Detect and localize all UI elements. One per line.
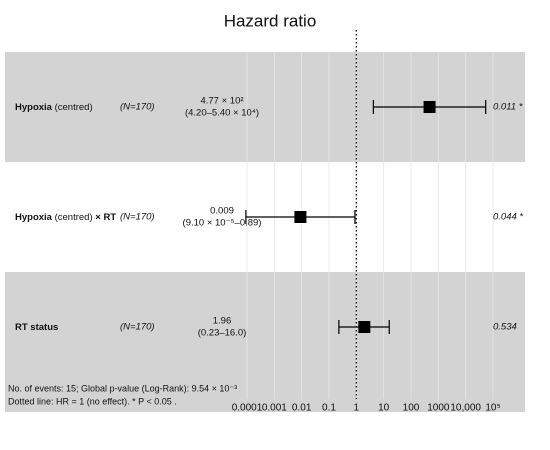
ci-label: (9.10 × 10⁻⁵–0.89) (183, 218, 262, 229)
ci-label: (0.23–16.0) (198, 328, 247, 339)
x-tick-label: 10 (378, 403, 390, 414)
ci-label: (4.20–5.40 × 10⁴) (185, 108, 259, 119)
x-tick-label: 0.1 (322, 403, 336, 414)
x-tick-label: 10,000 (450, 403, 481, 414)
x-tick-label: 0.01 (292, 403, 312, 414)
hr-label: 0.009 (210, 206, 234, 217)
x-tick-label: 0.0001 (232, 403, 263, 414)
label-part: (centred) (52, 212, 95, 223)
x-tick-label: 1000 (427, 403, 450, 414)
n-label: (N=170) (120, 322, 155, 333)
label-part: Hypoxia (15, 212, 53, 223)
x-tick-label: 10⁵ (485, 403, 500, 414)
p-label: 0.044 * (493, 212, 523, 223)
hr-box (358, 321, 371, 333)
footnote: Dotted line: HR = 1 (no effect). * P < 0… (8, 396, 177, 406)
p-label: 0.534 (493, 322, 517, 333)
row-label: Hypoxia (centred) (15, 102, 93, 113)
label-part: × RT (95, 212, 116, 223)
row-label: RT status (15, 322, 58, 333)
n-label: (N=170) (120, 102, 155, 113)
hr-label: 1.96 (213, 316, 232, 327)
hr-label: 4.77 × 10² (200, 96, 243, 107)
footnote: No. of events: 15; Global p-value (Log-R… (8, 383, 237, 393)
x-tick-label: 0.001 (262, 403, 287, 414)
row-label: Hypoxia (centred) × RT (15, 212, 116, 223)
label-part: (centred) (52, 102, 93, 113)
label-part: RT status (15, 322, 58, 333)
p-label: 0.011 * (493, 102, 523, 113)
hr-box (294, 211, 307, 223)
x-tick-label: 100 (403, 403, 420, 414)
hr-box (423, 101, 436, 113)
n-label: (N=170) (120, 212, 155, 223)
chart-title: Hazard ratio (224, 11, 317, 30)
label-part: Hypoxia (15, 102, 53, 113)
x-tick-label: 1 (354, 403, 360, 414)
